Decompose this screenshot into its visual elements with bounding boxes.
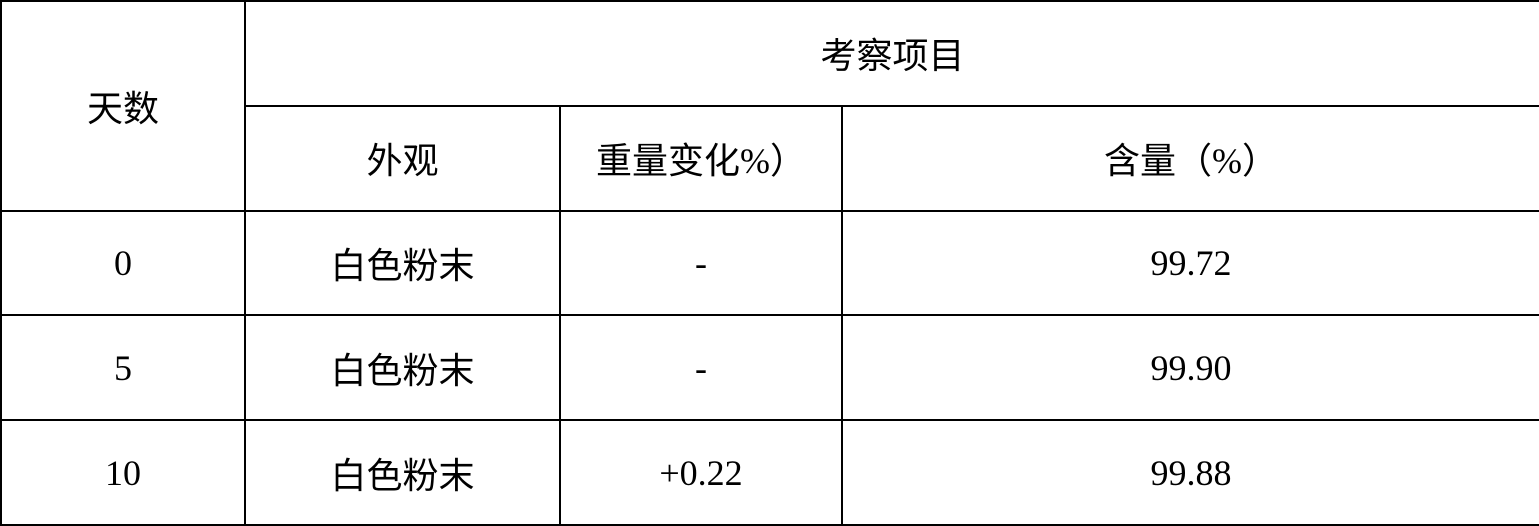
cell-weight-change: +0.22 — [560, 420, 842, 525]
cell-appearance: 白色粉末 — [245, 211, 560, 316]
table-row: 5 白色粉末 - 99.90 — [1, 315, 1539, 420]
table-row: 10 白色粉末 +0.22 99.88 — [1, 420, 1539, 525]
header-group: 考察项目 — [245, 1, 1539, 106]
cell-weight-change: - — [560, 211, 842, 316]
header-days: 天数 — [1, 1, 245, 211]
header-weight-change: 重量变化%） — [560, 106, 842, 211]
table-row: 0 白色粉末 - 99.72 — [1, 211, 1539, 316]
header-content: 含量（%） — [842, 106, 1539, 211]
header-row-1: 天数 考察项目 — [1, 1, 1539, 106]
cell-content: 99.72 — [842, 211, 1539, 316]
header-appearance: 外观 — [245, 106, 560, 211]
cell-days: 0 — [1, 211, 245, 316]
cell-appearance: 白色粉末 — [245, 315, 560, 420]
stability-table: 天数 考察项目 外观 重量变化%） 含量（%） 0 白色粉末 - 99.72 5… — [0, 0, 1539, 526]
cell-content: 99.90 — [842, 315, 1539, 420]
table: 天数 考察项目 外观 重量变化%） 含量（%） 0 白色粉末 - 99.72 5… — [0, 0, 1539, 526]
cell-appearance: 白色粉末 — [245, 420, 560, 525]
cell-days: 10 — [1, 420, 245, 525]
cell-weight-change: - — [560, 315, 842, 420]
cell-days: 5 — [1, 315, 245, 420]
cell-content: 99.88 — [842, 420, 1539, 525]
